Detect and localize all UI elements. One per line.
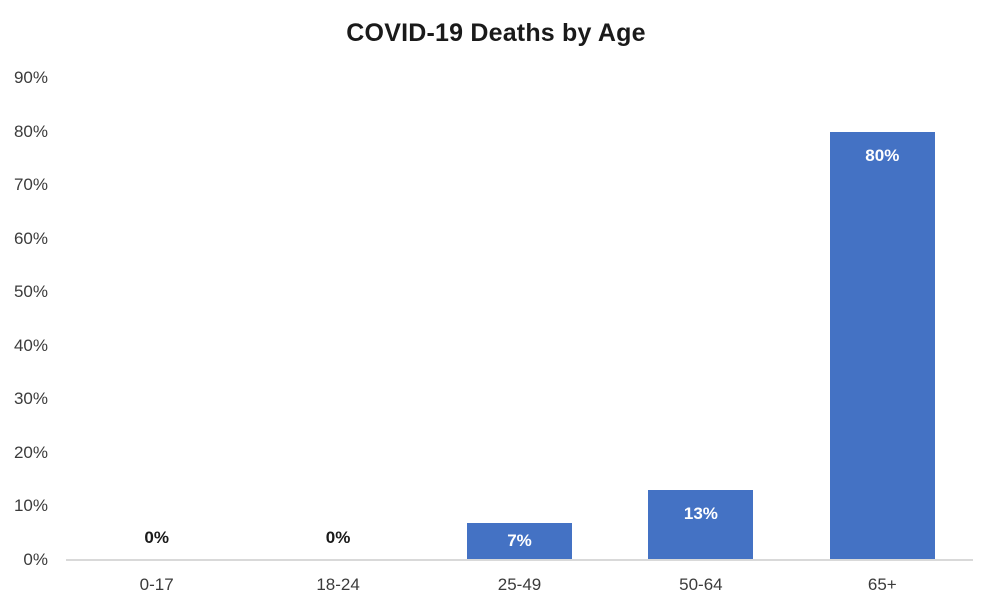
y-axis-tick-label: 70% (13, 175, 48, 195)
chart-title: COVID-19 Deaths by Age (346, 19, 646, 47)
bar-value-label: 80% (865, 145, 900, 165)
x-axis-category-label: 50-64 (679, 575, 723, 594)
x-axis-line (66, 559, 973, 561)
y-axis-tick-label: 30% (13, 389, 48, 409)
bar-value-label: 0% (325, 528, 351, 547)
y-axis-tick-label: 20% (13, 442, 48, 462)
bar-value-label: 0% (144, 528, 169, 547)
y-axis-tick-label: 60% (13, 228, 48, 248)
x-axis-category-label: 0-17 (139, 575, 174, 594)
bar-value-label: 13% (683, 504, 718, 524)
bar-25-49 (467, 522, 572, 559)
bar-65+ (829, 131, 935, 559)
y-axis-tick-label: 50% (13, 282, 48, 302)
x-axis-category-label: 18-24 (316, 575, 360, 594)
x-axis-category-label: 65+ (867, 575, 897, 594)
y-axis-tick-label: 90% (13, 68, 48, 87)
bar-value-label: 7% (507, 531, 532, 551)
y-axis-tick-label: 40% (13, 335, 48, 355)
y-axis-tick-label: 0% (23, 550, 48, 569)
bar-50-64 (648, 490, 754, 559)
x-axis-category-label: 25-49 (497, 575, 542, 594)
y-axis-tick-label: 10% (13, 496, 48, 516)
y-axis-tick-label: 80% (13, 121, 48, 141)
